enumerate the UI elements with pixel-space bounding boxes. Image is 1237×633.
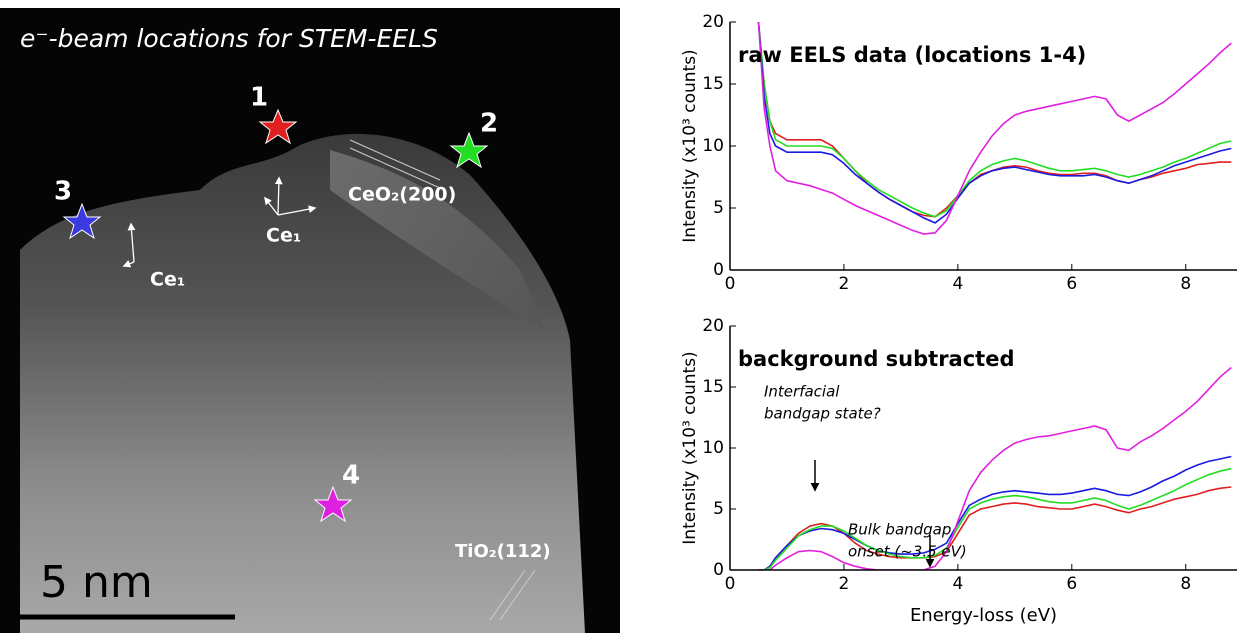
x-tick-label: 2 — [839, 274, 850, 294]
annotation: onset (~3.5 eV) — [848, 543, 967, 561]
y-tick-label: 0 — [713, 260, 724, 280]
y-tick-label: 10 — [702, 438, 724, 458]
location-label: 2 — [480, 109, 498, 139]
image-title: e⁻-beam locations for STEM-EELS — [20, 24, 438, 53]
lattice-label: TiO₂(112) — [455, 541, 551, 562]
scale-bar-label: 5 nm — [40, 557, 153, 608]
x-tick-label: 8 — [1180, 574, 1191, 594]
y-tick-label: 15 — [702, 74, 724, 94]
lattice-label: Ce₁ — [150, 269, 185, 291]
y-tick-label: 15 — [702, 377, 724, 397]
y-tick-label: 5 — [713, 198, 724, 218]
x-tick-label: 2 — [839, 574, 850, 594]
chart-title: background subtracted — [738, 347, 1015, 371]
y-tick-label: 0 — [713, 560, 724, 580]
x-tick-label: 0 — [725, 574, 736, 594]
page: e⁻-beam locations for STEM-EELS 1 2 3 4 … — [0, 0, 1237, 633]
series-line — [759, 457, 1232, 571]
lattice-label: Ce₁ — [266, 225, 301, 247]
y-axis-label: Intensity (x10³ counts) — [680, 351, 700, 544]
x-tick-label: 4 — [952, 274, 963, 294]
series-line — [759, 487, 1232, 570]
x-tick-label: 6 — [1066, 574, 1077, 594]
y-axis-label: Intensity (x10³ counts) — [680, 49, 700, 242]
location-label: 1 — [250, 83, 268, 113]
x-tick-label: 8 — [1180, 274, 1191, 294]
x-axis-label: Energy-loss (eV) — [910, 605, 1057, 626]
y-tick-label: 5 — [713, 499, 724, 519]
location-label: 3 — [54, 177, 72, 207]
x-tick-label: 4 — [952, 574, 963, 594]
annotation: bandgap state? — [764, 405, 881, 423]
figure: e⁻-beam locations for STEM-EELS 1 2 3 4 … — [0, 0, 1237, 633]
y-tick-label: 10 — [702, 136, 724, 156]
y-tick-label: 20 — [702, 12, 724, 32]
annotation: Bulk bandgap — [848, 521, 951, 539]
x-tick-label: 6 — [1066, 274, 1077, 294]
annotation: Interfacial — [764, 383, 840, 401]
location-label: 4 — [342, 461, 360, 491]
lattice-label: CeO₂(200) — [348, 184, 456, 206]
x-tick-label: 0 — [725, 274, 736, 294]
chart-title: raw EELS data (locations 1-4) — [738, 43, 1086, 67]
y-tick-label: 20 — [702, 316, 724, 336]
stem-image: e⁻-beam locations for STEM-EELS 1 2 3 4 … — [0, 8, 620, 633]
